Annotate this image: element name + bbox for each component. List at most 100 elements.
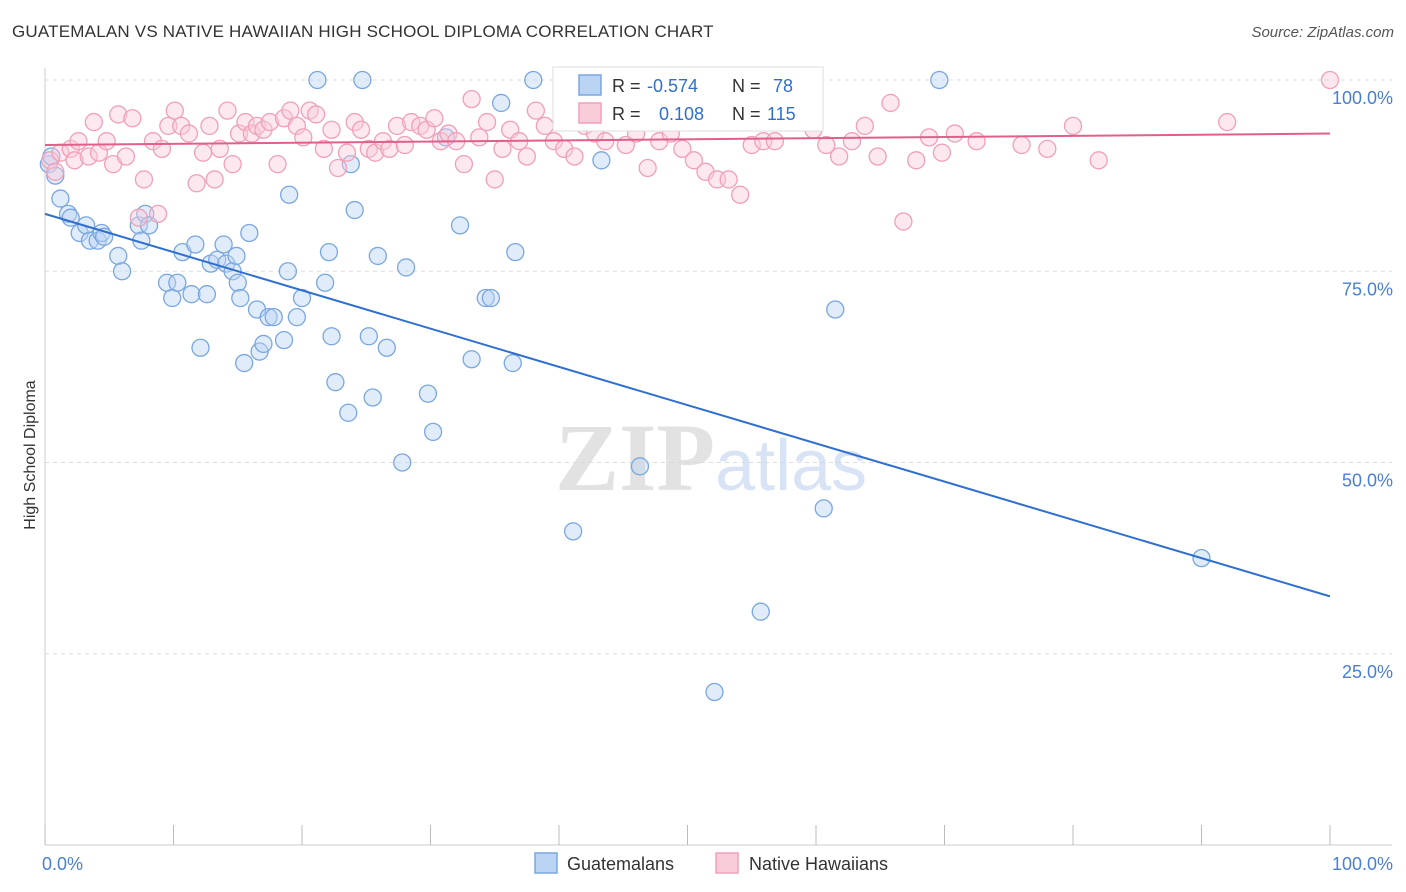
data-point <box>287 116 307 136</box>
data-point <box>945 124 964 143</box>
data-point <box>112 262 132 281</box>
legend-r-value-2: 0.108 <box>659 104 704 124</box>
data-point <box>477 112 497 132</box>
data-point <box>563 522 583 541</box>
data-point <box>393 453 412 472</box>
data-point <box>855 116 874 136</box>
native-hawaiian-trend-line <box>44 132 1331 147</box>
legend-r-label-2: R = <box>612 104 641 124</box>
data-point <box>281 101 300 120</box>
data-point <box>592 151 611 170</box>
data-point <box>423 422 443 442</box>
data-point <box>236 112 255 132</box>
data-point <box>353 70 372 90</box>
legend-n-label-2: N = <box>732 104 761 124</box>
data-point <box>228 273 247 292</box>
data-point <box>829 147 849 166</box>
data-point <box>79 147 98 166</box>
data-point <box>51 189 70 208</box>
data-point <box>172 116 191 136</box>
data-point <box>894 212 913 231</box>
y-tick-label: 25.0% <box>1342 662 1393 682</box>
data-point <box>387 116 407 136</box>
data-point <box>148 204 168 224</box>
data-point <box>197 285 217 304</box>
data-point <box>168 273 187 292</box>
data-point <box>264 307 283 327</box>
data-point <box>46 162 65 181</box>
data-point <box>967 132 986 151</box>
data-point <box>84 112 103 132</box>
guatemalan-points <box>39 70 1211 702</box>
data-point <box>481 288 501 308</box>
legend-n-value-1: 78 <box>773 76 793 96</box>
data-point <box>337 143 357 162</box>
axes <box>44 68 1392 846</box>
data-point <box>751 602 770 621</box>
data-point <box>470 128 489 147</box>
data-point <box>506 242 525 262</box>
data-point <box>932 143 952 162</box>
data-point <box>363 388 382 407</box>
legend-r-label-1: R = <box>612 76 641 96</box>
data-point <box>152 139 172 159</box>
data-point <box>163 288 182 308</box>
data-point <box>200 116 219 136</box>
stats-legend: R = -0.574 N = 78 R = 0.108 N = 115 <box>552 66 824 132</box>
data-point <box>210 139 229 159</box>
bottom-legend-label-guatemalans: Guatemalans <box>567 854 674 874</box>
data-point <box>191 338 210 357</box>
data-point <box>492 93 511 113</box>
y-tick-label: 100.0% <box>1332 88 1393 108</box>
data-point <box>223 154 242 174</box>
bottom-legend-swatch-guatemalans <box>534 852 558 874</box>
data-point <box>109 105 128 124</box>
data-point <box>638 158 657 178</box>
y-tick-label: 50.0% <box>1342 471 1393 491</box>
data-point <box>1320 70 1340 90</box>
legend-swatch-native-hawaiians <box>578 102 602 124</box>
data-point <box>731 185 750 204</box>
data-point <box>630 457 650 476</box>
data-point <box>1089 151 1108 170</box>
y-tick-label: 75.0% <box>1342 279 1393 299</box>
data-point <box>565 147 584 166</box>
bottom-legend-swatch-native-hawaiians <box>715 852 739 874</box>
data-point <box>229 124 249 143</box>
data-point <box>268 154 287 174</box>
data-point <box>319 242 339 262</box>
data-point <box>65 151 84 170</box>
data-point <box>535 116 555 136</box>
data-point <box>425 109 444 128</box>
data-point <box>402 112 421 132</box>
x-tick-labels: 0.0% 100.0% <box>42 854 1393 874</box>
data-point <box>306 105 326 124</box>
data-point <box>205 170 224 189</box>
legend-r-value-1: -0.574 <box>647 76 698 96</box>
data-point <box>328 158 348 178</box>
data-point <box>97 132 116 151</box>
data-point <box>123 109 142 128</box>
data-point <box>274 330 294 350</box>
data-point <box>339 403 358 422</box>
data-point <box>765 132 785 151</box>
data-point <box>308 70 327 90</box>
data-point <box>159 116 178 136</box>
data-point <box>179 124 199 143</box>
data-point <box>322 327 341 346</box>
data-point <box>826 300 845 319</box>
data-point <box>524 70 543 90</box>
watermark: ZIPatlas <box>555 404 867 511</box>
data-point <box>322 120 341 139</box>
data-point <box>377 338 396 357</box>
data-point <box>418 384 438 403</box>
data-point <box>930 70 949 90</box>
data-point <box>254 334 273 354</box>
y-tick-labels: 25.0% 50.0% 75.0% 100.0% <box>1332 88 1393 682</box>
data-point <box>1038 139 1057 159</box>
data-point <box>454 154 474 174</box>
data-point <box>881 93 900 113</box>
data-point <box>134 170 154 189</box>
data-point <box>227 246 246 266</box>
